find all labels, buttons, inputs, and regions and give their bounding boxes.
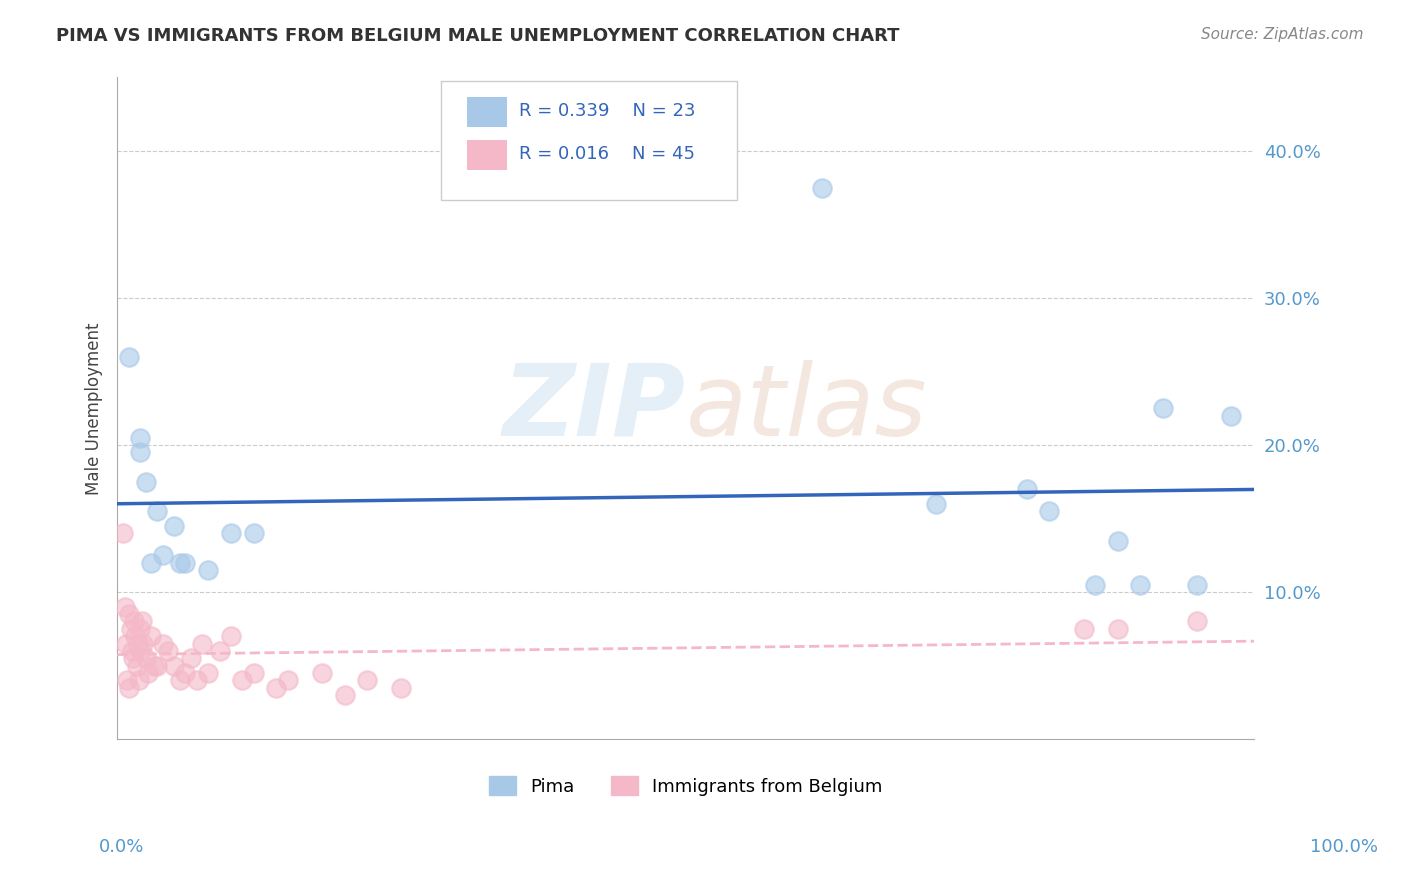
Point xyxy=(1015,482,1038,496)
Point xyxy=(122,615,145,629)
Point xyxy=(191,636,214,650)
Point xyxy=(277,673,299,688)
Point xyxy=(122,651,145,665)
Point xyxy=(1220,409,1243,423)
Point xyxy=(1073,622,1095,636)
Point xyxy=(811,180,834,194)
Point xyxy=(1084,578,1107,592)
Point xyxy=(1187,615,1209,629)
Point xyxy=(208,644,231,658)
Point xyxy=(242,665,264,680)
Point xyxy=(174,665,197,680)
Point xyxy=(117,350,139,364)
FancyBboxPatch shape xyxy=(441,81,737,200)
Point xyxy=(152,549,174,563)
Text: PIMA VS IMMIGRANTS FROM BELGIUM MALE UNEMPLOYMENT CORRELATION CHART: PIMA VS IMMIGRANTS FROM BELGIUM MALE UNE… xyxy=(56,27,900,45)
Point xyxy=(127,636,149,650)
Point xyxy=(124,629,146,643)
Point xyxy=(117,607,139,621)
Text: atlas: atlas xyxy=(686,359,928,457)
Point xyxy=(135,651,157,665)
Point xyxy=(114,599,136,614)
Text: 100.0%: 100.0% xyxy=(1310,838,1378,856)
Point xyxy=(132,636,155,650)
Point xyxy=(174,556,197,570)
Point xyxy=(141,556,163,570)
Text: R = 0.016    N = 45: R = 0.016 N = 45 xyxy=(519,145,695,162)
Point xyxy=(925,497,948,511)
Point xyxy=(146,504,169,518)
Point xyxy=(1129,578,1152,592)
Point xyxy=(197,563,219,577)
Point xyxy=(356,673,378,688)
Text: Source: ZipAtlas.com: Source: ZipAtlas.com xyxy=(1201,27,1364,42)
Point xyxy=(1152,401,1174,416)
Point xyxy=(152,636,174,650)
Point xyxy=(111,526,134,541)
Point xyxy=(1107,533,1129,548)
Legend: Pima, Immigrants from Belgium: Pima, Immigrants from Belgium xyxy=(481,769,890,803)
Point xyxy=(1038,504,1060,518)
Point xyxy=(197,665,219,680)
Y-axis label: Male Unemployment: Male Unemployment xyxy=(86,322,103,494)
Point xyxy=(141,629,163,643)
Point xyxy=(180,651,202,665)
Point xyxy=(266,681,288,695)
Point xyxy=(142,658,165,673)
FancyBboxPatch shape xyxy=(467,140,508,170)
Text: ZIP: ZIP xyxy=(503,359,686,457)
Point xyxy=(117,681,139,695)
Point xyxy=(311,665,333,680)
Point xyxy=(131,615,153,629)
Point xyxy=(186,673,208,688)
Point xyxy=(333,688,356,702)
Point xyxy=(125,658,148,673)
Point xyxy=(146,658,169,673)
Point xyxy=(169,673,191,688)
Point xyxy=(163,658,186,673)
Point xyxy=(135,475,157,489)
Text: R = 0.339    N = 23: R = 0.339 N = 23 xyxy=(519,102,695,120)
Point xyxy=(129,644,152,658)
Point xyxy=(117,673,139,688)
Point xyxy=(169,556,191,570)
Point xyxy=(120,622,142,636)
Point xyxy=(136,665,159,680)
Point xyxy=(129,622,152,636)
FancyBboxPatch shape xyxy=(467,97,508,127)
Point xyxy=(129,431,152,445)
Point xyxy=(129,445,152,459)
Point xyxy=(1187,578,1209,592)
Point xyxy=(163,519,186,533)
Point xyxy=(219,526,242,541)
Point xyxy=(1107,622,1129,636)
Text: 0.0%: 0.0% xyxy=(98,838,143,856)
Point xyxy=(219,629,242,643)
Point xyxy=(391,681,413,695)
Point xyxy=(242,526,264,541)
Point xyxy=(121,644,143,658)
Point xyxy=(128,673,150,688)
Point xyxy=(157,644,180,658)
Point xyxy=(231,673,253,688)
Point xyxy=(115,636,138,650)
